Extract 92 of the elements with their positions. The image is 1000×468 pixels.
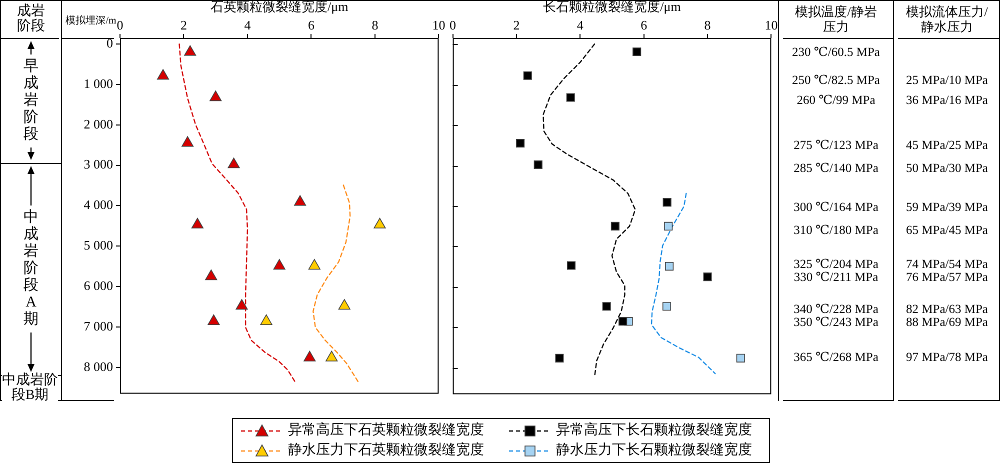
y-tick-label: 5 000 bbox=[84, 238, 113, 253]
text: 早成岩阶段 bbox=[23, 54, 39, 147]
point bbox=[374, 218, 386, 228]
point bbox=[664, 222, 673, 231]
point bbox=[236, 299, 248, 310]
point bbox=[555, 354, 564, 362]
text: 50 MPa/30 MPa bbox=[905, 161, 989, 175]
x-tick-label: 10 bbox=[764, 18, 778, 33]
text: 330 ℃/211 MPa bbox=[792, 270, 880, 284]
text: 25 MPa/10 MPa bbox=[905, 73, 989, 87]
point bbox=[662, 302, 672, 311]
x-tick-label: 0 bbox=[116, 18, 124, 33]
point bbox=[523, 71, 532, 80]
x-tick-label: 8 bbox=[704, 18, 711, 33]
point bbox=[273, 259, 286, 270]
point bbox=[205, 270, 218, 280]
point bbox=[304, 350, 316, 362]
point bbox=[736, 354, 745, 362]
text: 260 ℃/99 MPa bbox=[796, 93, 876, 107]
point bbox=[326, 350, 338, 362]
x-axis-title: 长石颗粒微裂缝宽度/μm bbox=[543, 0, 681, 14]
y-tick-label: 6 000 bbox=[84, 278, 113, 294]
point bbox=[618, 317, 628, 326]
text: 325 ℃/204 MPa bbox=[792, 257, 880, 271]
text: 230 ℃/60.5 MPa bbox=[791, 45, 881, 59]
point bbox=[191, 218, 204, 228]
point bbox=[208, 314, 220, 325]
text: 76 MPa/57 MPa bbox=[905, 270, 989, 284]
x-tick-label: 2 bbox=[180, 18, 187, 33]
point bbox=[260, 314, 272, 325]
text: 模拟温度/静岩压力 bbox=[794, 4, 878, 34]
point bbox=[703, 272, 712, 282]
point bbox=[602, 302, 611, 311]
y-tick-label: 2 000 bbox=[84, 116, 113, 132]
point bbox=[210, 90, 222, 102]
line-series bbox=[312, 184, 359, 382]
x-tick-label: 4 bbox=[576, 18, 584, 33]
point bbox=[662, 198, 672, 207]
text: 82 MPa/63 MPa bbox=[905, 302, 989, 316]
text: 300 ℃/164 MPa bbox=[792, 200, 880, 214]
point bbox=[566, 93, 575, 102]
text: 340 ℃/228 MPa bbox=[792, 302, 880, 316]
text: 350 ℃/243 MPa bbox=[792, 315, 880, 329]
legend-label: 异常高压下石英颗粒微裂缝宽度 bbox=[288, 421, 484, 440]
text: 36 MPa/16 MPa bbox=[905, 93, 989, 107]
text: 74 MPa/54 MPa bbox=[905, 257, 989, 271]
text: 成岩阶段 bbox=[16, 4, 46, 34]
x-tick-label: 6 bbox=[308, 18, 315, 33]
x-tick-label: 2 bbox=[513, 18, 520, 33]
text: 285 ℃/140 MPa bbox=[792, 161, 880, 175]
text: 45 MPa/25 MPa bbox=[905, 138, 989, 152]
text: 275 ℃/123 MPa bbox=[792, 138, 880, 152]
point bbox=[294, 195, 306, 206]
point bbox=[228, 158, 240, 168]
y-tick-label: 4 000 bbox=[84, 197, 113, 212]
point bbox=[338, 299, 350, 310]
x-tick-label: 4 bbox=[244, 18, 252, 33]
x-tick-label: 0 bbox=[450, 18, 456, 33]
text: 中成岩阶段B期 bbox=[2, 373, 58, 403]
y-tick-label: 3 000 bbox=[84, 156, 113, 172]
point bbox=[566, 261, 576, 270]
y-tick-label: 7 000 bbox=[84, 318, 113, 334]
text: 中成岩阶段A期 bbox=[23, 206, 39, 332]
point bbox=[156, 69, 170, 80]
point bbox=[632, 47, 642, 56]
point bbox=[308, 259, 320, 270]
point bbox=[184, 45, 196, 56]
point bbox=[534, 160, 542, 169]
line-series bbox=[178, 43, 297, 384]
legend-label: 静水压力下石英颗粒微裂缝宽度 bbox=[288, 441, 484, 460]
y-axis-title: 模拟埋深/m bbox=[66, 14, 116, 27]
point bbox=[516, 138, 525, 148]
x-tick-label: 8 bbox=[372, 18, 378, 33]
point bbox=[610, 222, 620, 231]
text: 310 ℃/180 MPa bbox=[792, 223, 880, 237]
text: 250 ℃/82.5 MPa bbox=[791, 73, 881, 87]
y-tick-label: 0 bbox=[106, 35, 113, 50]
x-axis-title: 石英颗粒微裂缝宽度/μm bbox=[210, 0, 348, 14]
text: 59 MPa/39 MPa bbox=[905, 200, 989, 214]
point bbox=[665, 262, 674, 271]
legend-label: 静水压力下长石颗粒微裂缝宽度 bbox=[556, 441, 752, 460]
text: 65 MPa/45 MPa bbox=[905, 223, 989, 237]
text: 88 MPa/69 MPa bbox=[905, 315, 989, 329]
point bbox=[182, 136, 194, 147]
y-tick-label: 8 000 bbox=[84, 358, 113, 374]
x-tick-label: 10 bbox=[432, 18, 446, 33]
text: 模拟流体压力/静水压力 bbox=[906, 4, 988, 34]
y-tick-label: 1 000 bbox=[84, 76, 113, 91]
legend-label: 异常高压下长石颗粒微裂缝宽度 bbox=[556, 421, 752, 440]
x-tick-label: 6 bbox=[640, 18, 648, 33]
text: 365 ℃/268 MPa bbox=[792, 350, 880, 364]
text: 97 MPa/78 MPa bbox=[905, 350, 989, 364]
